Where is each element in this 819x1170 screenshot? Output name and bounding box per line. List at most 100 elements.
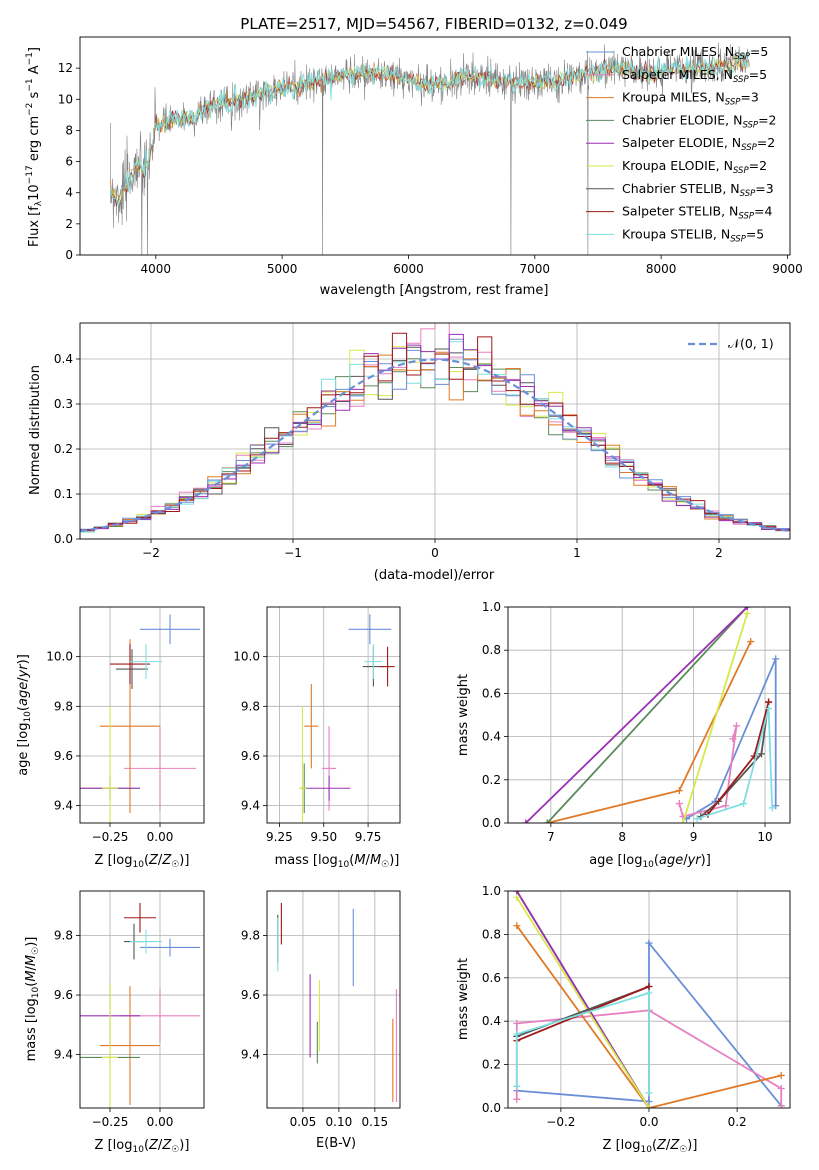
mass-weight-marker xyxy=(722,802,730,810)
mass-weight-line xyxy=(696,708,774,820)
x-tick-label: 4000 xyxy=(141,262,172,276)
age-vs-z-ylabel: age [log10(age/yr)] xyxy=(16,654,33,776)
y-tick-label: 9.4 xyxy=(241,799,260,813)
mass-vs-metallicity-panel: −0.25 0.00 9.4 9.6 9.8 xyxy=(54,890,205,1129)
x-tick-label: −2 xyxy=(142,546,160,560)
y-tick-label: 2 xyxy=(65,217,73,231)
x-tick-label: 2 xyxy=(715,546,723,560)
plot-area xyxy=(298,614,395,823)
weight-vs-age-ylabel: mass weight xyxy=(456,674,471,756)
legend-label: Salpeter ELODIE, NSSP=2 xyxy=(622,135,775,153)
y-tick-label: 1.0 xyxy=(482,600,501,614)
x-tick-label: −1 xyxy=(284,546,302,560)
mass-weight-marker xyxy=(513,922,521,930)
plot-area xyxy=(522,607,780,823)
mass-weight-line xyxy=(516,925,782,1108)
mass-weight-marker xyxy=(513,1019,521,1027)
mass-weight-marker xyxy=(513,1095,521,1103)
residuals-ylabel: Normed distribution xyxy=(28,365,43,495)
legend-label: Chabrier MILES, NSSP=5 xyxy=(622,44,768,62)
mass-weight-line xyxy=(525,607,748,823)
mass-weight-marker xyxy=(675,800,683,808)
mass-weight-marker xyxy=(513,1082,521,1090)
y-tick-label: 9.6 xyxy=(241,988,260,1002)
mass-weight-marker xyxy=(645,1097,653,1105)
y-tick-label: 10.0 xyxy=(46,650,73,664)
mass-weight-line xyxy=(516,897,650,1108)
x-tick-label: 0.15 xyxy=(361,1115,388,1129)
x-tick-label: 0.00 xyxy=(147,830,174,844)
axes-frame xyxy=(266,890,401,1109)
x-tick-label: 1 xyxy=(573,546,581,560)
x-tick-label: 9 xyxy=(690,830,698,844)
y-tick-label: 9.6 xyxy=(241,749,260,763)
residuals-xlabel: (data-model)/error xyxy=(374,568,495,583)
x-tick-label: 0.0 xyxy=(639,1115,658,1129)
plot-area xyxy=(277,902,397,1103)
weight-vs-z-xlabel: Z [log10(Z/Z☉)] xyxy=(603,1138,698,1155)
model-spectrum-line xyxy=(109,51,750,207)
mass-weight-marker xyxy=(513,1030,521,1038)
axes-frame xyxy=(507,606,791,824)
y-tick-label: 9.4 xyxy=(54,799,73,813)
mass-weight-marker xyxy=(679,819,687,823)
legend-label: Kroupa ELODIE, NSSP=2 xyxy=(622,158,767,176)
legend-label: Kroupa STELIB, NSSP=5 xyxy=(622,226,764,244)
x-tick-label: 7 xyxy=(547,830,555,844)
mass-weight-line xyxy=(547,641,752,823)
y-tick-label: 9.4 xyxy=(241,1047,260,1061)
mass-weight-marker xyxy=(675,787,683,795)
y-tick-label: 0 xyxy=(65,248,73,262)
x-tick-label: 9000 xyxy=(772,262,803,276)
weight-vs-age-panel: 7 8 9 10 0.0 0.2 0.4 0.6 0.8 1.0 xyxy=(482,600,791,844)
y-tick-label: 0.0 xyxy=(482,816,501,830)
mass-weight-marker xyxy=(768,804,776,812)
weight-vs-age-xlabel: age [log10(age/yr)] xyxy=(589,853,711,870)
mass-weight-marker xyxy=(772,802,780,810)
legend-label: 𝒩(0, 1) xyxy=(728,336,774,351)
x-tick-label: 0.2 xyxy=(728,1115,747,1129)
mass-weight-marker xyxy=(747,638,755,646)
weight-vs-metallicity-panel: −0.2 0.0 0.2 0.0 0.2 0.4 0.6 0.8 1.0 xyxy=(482,884,791,1129)
mass-weight-marker xyxy=(513,894,521,902)
mass-weight-marker xyxy=(765,705,773,713)
y-tick-label: 0.1 xyxy=(54,487,73,501)
mass-weight-marker xyxy=(693,815,701,823)
mass-weight-marker xyxy=(743,609,751,617)
mass-vs-ebv-xlabel: E(B-V) xyxy=(316,1136,356,1151)
y-tick-label: 0.4 xyxy=(482,730,501,744)
x-tick-label: 0 xyxy=(431,546,439,560)
mass-vs-z-xlabel: Z [log10(Z/Z☉)] xyxy=(95,1138,190,1155)
mass-weight-marker xyxy=(777,1102,785,1108)
axes-frame xyxy=(266,606,401,824)
mass-weight-marker xyxy=(645,982,653,990)
plot-area xyxy=(80,323,790,533)
x-tick-label: −0.25 xyxy=(92,830,129,844)
x-tick-label: 5000 xyxy=(267,262,298,276)
mass-weight-marker xyxy=(645,939,653,947)
x-tick-label: 0.05 xyxy=(290,1115,317,1129)
y-tick-label: 0.2 xyxy=(482,773,501,787)
y-tick-label: 0.8 xyxy=(482,643,501,657)
age-vs-z-xlabel: Z [log10(Z/Z☉)] xyxy=(95,853,190,870)
axes-frame xyxy=(79,322,791,540)
y-tick-label: 0.6 xyxy=(482,686,501,700)
mass-weight-marker xyxy=(645,989,653,997)
mass-weight-marker xyxy=(729,735,737,743)
y-tick-label: 0.0 xyxy=(54,532,73,546)
mass-weight-line xyxy=(686,658,777,820)
y-tick-label: 0.6 xyxy=(482,971,501,985)
mass-weight-line xyxy=(546,607,748,823)
y-tick-label: 6 xyxy=(65,155,73,169)
legend-label: Salpeter MILES, NSSP=5 xyxy=(622,67,767,85)
mass-weight-marker xyxy=(740,800,748,808)
mass-weight-line xyxy=(682,613,749,823)
y-tick-label: 9.6 xyxy=(54,988,73,1002)
mass-weight-marker xyxy=(777,1071,785,1079)
spectrum-panel: 4000 5000 6000 7000 8000 9000 0 2 4 6 8 10 12 Chabrie… xyxy=(58,36,803,276)
mass-weight-marker xyxy=(543,819,551,823)
mass-weight-marker xyxy=(513,891,521,895)
axes-frame xyxy=(79,606,205,824)
x-tick-label: 8 xyxy=(618,830,626,844)
mass-weight-marker xyxy=(777,1084,785,1092)
